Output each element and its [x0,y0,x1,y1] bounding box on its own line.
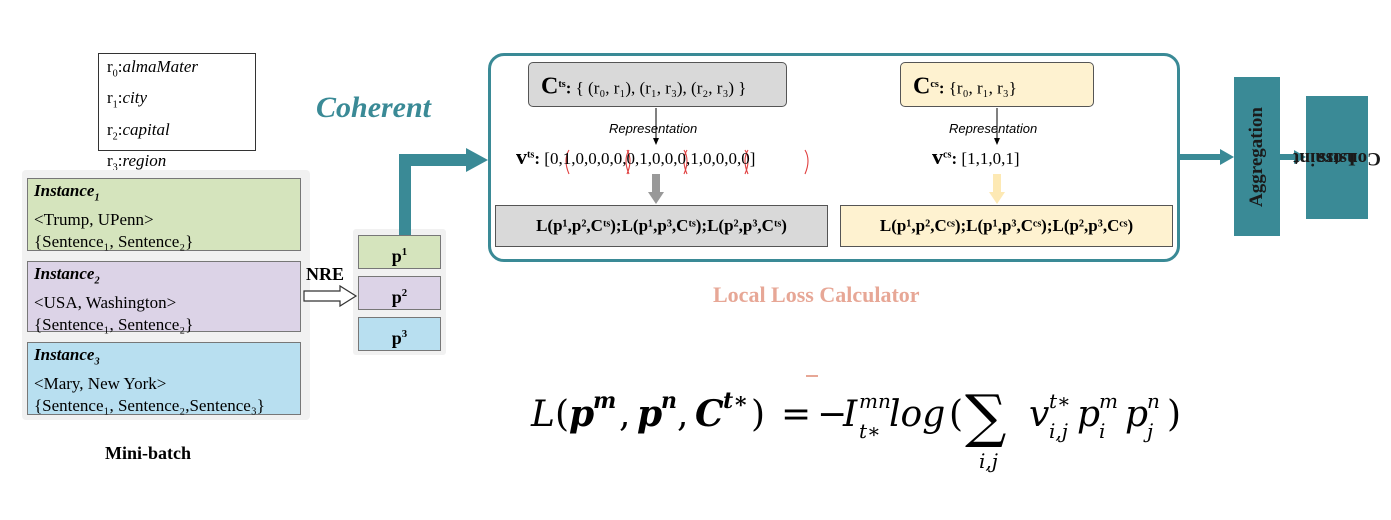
svg-text:,: , [619,394,630,435]
svg-text:m: m [593,388,616,414]
legend-item: r2:capital [107,119,170,143]
coherent-label: Coherent [316,91,432,124]
aggregation-arrow-head [1220,149,1234,165]
svg-text:): ) [751,394,765,435]
aggregation-block: Aggregation [1234,77,1280,236]
svg-text:t∗: t∗ [859,419,881,443]
svg-text:n: n [1147,389,1160,413]
svg-text:i,j: i,j [1049,419,1068,443]
vector-cs: vcs: [1,1,0,1] [932,144,1020,169]
loss-formula: L ( p m , p n , C t∗ ) = − I mn t∗ log (… [530,382,1181,473]
svg-text:p: p [1077,394,1100,435]
svg-text:j: j [1143,419,1153,443]
svg-text:i: i [1099,419,1105,443]
instance-box-1: Instance1 <Trump, UPenn> {Sentence₁, Sen… [27,178,301,251]
nre-arrow [303,284,358,308]
svg-text:I: I [842,394,858,435]
svg-text:m: m [1099,389,1118,413]
local-loss-calculator-label: Local Loss Calculator [713,282,920,307]
legend-item: r3:region [107,151,167,174]
prediction-box-2: p2 [358,276,441,310]
legend-item: r1:city [107,88,148,111]
svg-text:p: p [569,393,594,435]
prediction-box-3: p3 [358,317,441,351]
constraint-loss-block: Constraint Loss [1293,96,1381,219]
representation-label-ts: Representation [609,121,698,136]
constraint-arrow-head [1294,150,1306,164]
vector-group-marks [565,149,809,175]
coherent-arrow-path [399,154,468,235]
svg-text:,: , [677,394,688,435]
svg-text:L: L [530,394,555,435]
svg-text:(: ( [555,394,569,435]
svg-text:p: p [1125,394,1148,435]
svg-text:=: = [781,394,811,435]
svg-text:(: ( [949,394,963,435]
instance-box-3: Instance3 <Mary, New York> {Sentence₁, S… [27,342,301,415]
svg-text:t∗: t∗ [1049,389,1071,413]
loss-box-cs: L(p¹,p²,Cᶜˢ);L(p¹,p³,Cᶜˢ);L(p²,p³,Cᶜˢ) [840,205,1173,247]
loss-box-ts: L(p¹,p²,Cᵗˢ);L(p¹,p³,Cᵗˢ);L(p²,p³,Cᵗˢ) [495,205,828,247]
vector-ts: vts: [0,1,0,0,0,0,0,1,0,0,0,1,0,0,0,0] [516,144,756,169]
constraint-set-ts: Cts: { (r₀, r₁), (r₁, r₃), (r₂, r₃) } [528,62,787,107]
coherent-arrow-head [466,148,488,172]
minibatch-label: Mini-batch [105,443,192,463]
svg-text:log: log [889,394,945,435]
svg-text:∑: ∑ [965,382,1006,450]
svg-text:t∗: t∗ [723,388,748,414]
relation-legend: r0:almaMater r1:city r2:capital r3:regio… [98,53,256,174]
representation-label-cs: Representation [949,121,1038,136]
aggregation-label: Aggregation [1246,106,1267,207]
svg-text:): ) [1167,394,1181,435]
svg-text:n: n [661,388,677,414]
local-loss-calculator-frame [488,53,1180,262]
legend-item: r0:almaMater [107,57,199,80]
svg-text:p: p [637,393,662,435]
svg-text:mn: mn [859,389,891,413]
prediction-box-1: p1 [358,235,441,269]
constraint-set-cs: Ccs: {r₀, r₁, r₃} [900,62,1094,107]
nre-label: NRE [306,264,345,284]
svg-text:v: v [1029,394,1049,435]
svg-text:−: − [817,394,847,435]
instance-box-2: Instance2 <USA, Washington> {Sentence₁, … [27,261,301,334]
svg-text:C: C [695,393,724,435]
svg-text:i,j: i,j [979,449,998,473]
